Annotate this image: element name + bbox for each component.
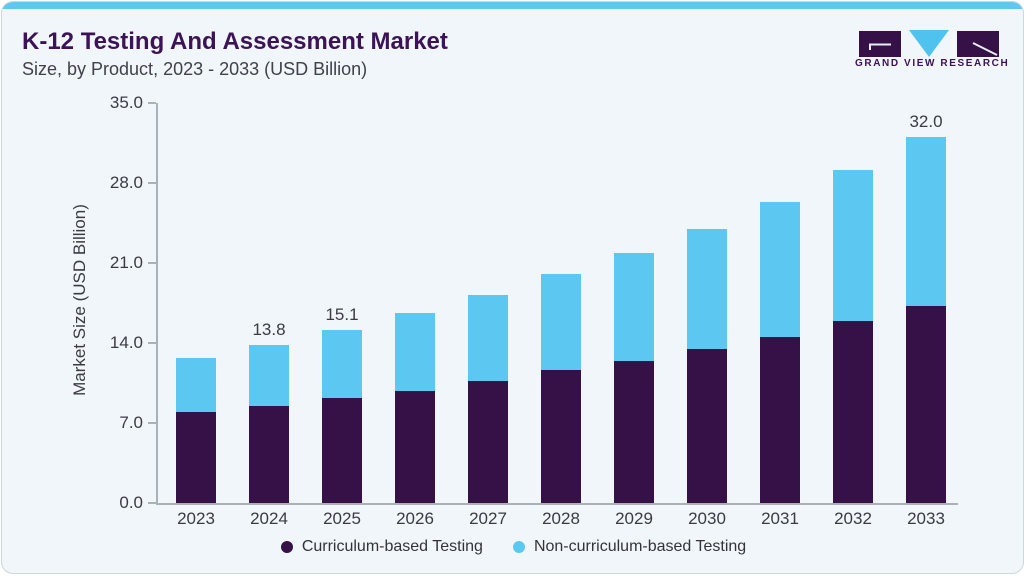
x-axis-label-2031: 2031 [761, 509, 799, 528]
y-tick-label: 35.0 [109, 93, 143, 112]
page-title: K-12 Testing And Assessment Market [22, 28, 448, 55]
y-tick-mark [148, 342, 156, 344]
total-label-2025: 15.1 [325, 305, 359, 325]
logo-text: GRAND VIEW RESEARCH [855, 58, 1010, 69]
bar-2026-curriculum [395, 390, 435, 503]
logo-v-triangle [909, 30, 949, 57]
bar-2025-curriculum [322, 397, 362, 503]
chart-legend: Curriculum-based Testing Non-curriculum-b… [2, 538, 1023, 556]
x-axis-label-2028: 2028 [542, 509, 580, 528]
bar-2024-curriculum [249, 405, 289, 503]
bar-2031 [760, 202, 800, 503]
bar-2029-curriculum [614, 361, 654, 503]
y-tick-label: 28.0 [109, 173, 143, 192]
legend-dot-icon [280, 541, 293, 553]
bar-2028 [541, 274, 581, 503]
bar-2033-curriculum [906, 306, 946, 503]
y-tick-mark [148, 422, 156, 424]
y-tick-label: 21.0 [109, 253, 143, 272]
bar-2029-non-curriculum [614, 252, 654, 362]
bar-2023-curriculum [176, 411, 216, 503]
legend-label: Non-curriculum-based Testing [533, 538, 747, 555]
y-tick-mark [148, 262, 156, 264]
bar-2033 [906, 137, 946, 503]
bar-2031-curriculum [760, 337, 800, 503]
x-axis-line [156, 503, 958, 505]
logo-g-stroke [869, 43, 891, 50]
bar-2031-non-curriculum [760, 202, 800, 338]
bar-2024 [249, 345, 289, 503]
bar-2023-non-curriculum [176, 357, 216, 412]
bar-2028-curriculum [541, 370, 581, 503]
legend-item-curriculum: Curriculum-based Testing [280, 538, 483, 556]
bar-2032-non-curriculum [833, 170, 873, 322]
bar-2032-curriculum [833, 321, 873, 503]
x-axis-label-2026: 2026 [396, 509, 434, 528]
y-tick-label: 7.0 [119, 413, 143, 432]
x-axis-label-2027: 2027 [469, 509, 507, 528]
bar-2024-non-curriculum [249, 345, 289, 406]
bar-2026-non-curriculum [395, 313, 435, 391]
legend-dot-icon [512, 541, 525, 553]
bar-2029 [614, 252, 654, 503]
logo-r-stroke [972, 42, 998, 56]
x-axis-label-2024: 2024 [250, 509, 288, 528]
y-axis-line [156, 103, 158, 504]
bar-2027-non-curriculum [468, 295, 508, 381]
top-accent-bar [2, 2, 1023, 9]
bar-2032 [833, 170, 873, 503]
y-tick-mark [148, 502, 156, 504]
y-tick-mark [148, 182, 156, 184]
bar-2025-non-curriculum [322, 330, 362, 398]
bar-2025 [322, 330, 362, 503]
bar-2027-curriculum [468, 380, 508, 503]
y-axis-title: Market Size (USD Billion) [70, 204, 89, 396]
grand-view-research-logo-icon [859, 30, 999, 57]
x-axis-label-2023: 2023 [177, 509, 215, 528]
legend-label: Curriculum-based Testing [301, 538, 483, 555]
bar-2026 [395, 313, 435, 503]
bar-2023 [176, 357, 216, 503]
y-tick-mark [148, 102, 156, 104]
x-axis-label-2032: 2032 [834, 509, 872, 528]
bar-2030-non-curriculum [687, 228, 727, 349]
y-tick-label: 14.0 [109, 333, 143, 352]
page-subtitle: Size, by Product, 2023 - 2033 (USD Billi… [22, 59, 368, 79]
bar-2030 [687, 228, 727, 503]
x-axis-label-2029: 2029 [615, 509, 653, 528]
total-label-2024: 13.8 [252, 320, 286, 340]
x-axis-label-2033: 2033 [907, 509, 945, 528]
y-tick-label: 0.0 [119, 493, 143, 512]
bar-2027 [468, 295, 508, 503]
bar-2033-non-curriculum [906, 137, 946, 307]
bar-2028-non-curriculum [541, 274, 581, 371]
x-axis-label-2025: 2025 [323, 509, 361, 528]
legend-item-non-curriculum: Non-curriculum-based Testing [512, 538, 747, 556]
bar-2030-curriculum [687, 348, 727, 503]
x-axis-label-2030: 2030 [688, 509, 726, 528]
total-label-2033: 32.0 [909, 112, 943, 132]
